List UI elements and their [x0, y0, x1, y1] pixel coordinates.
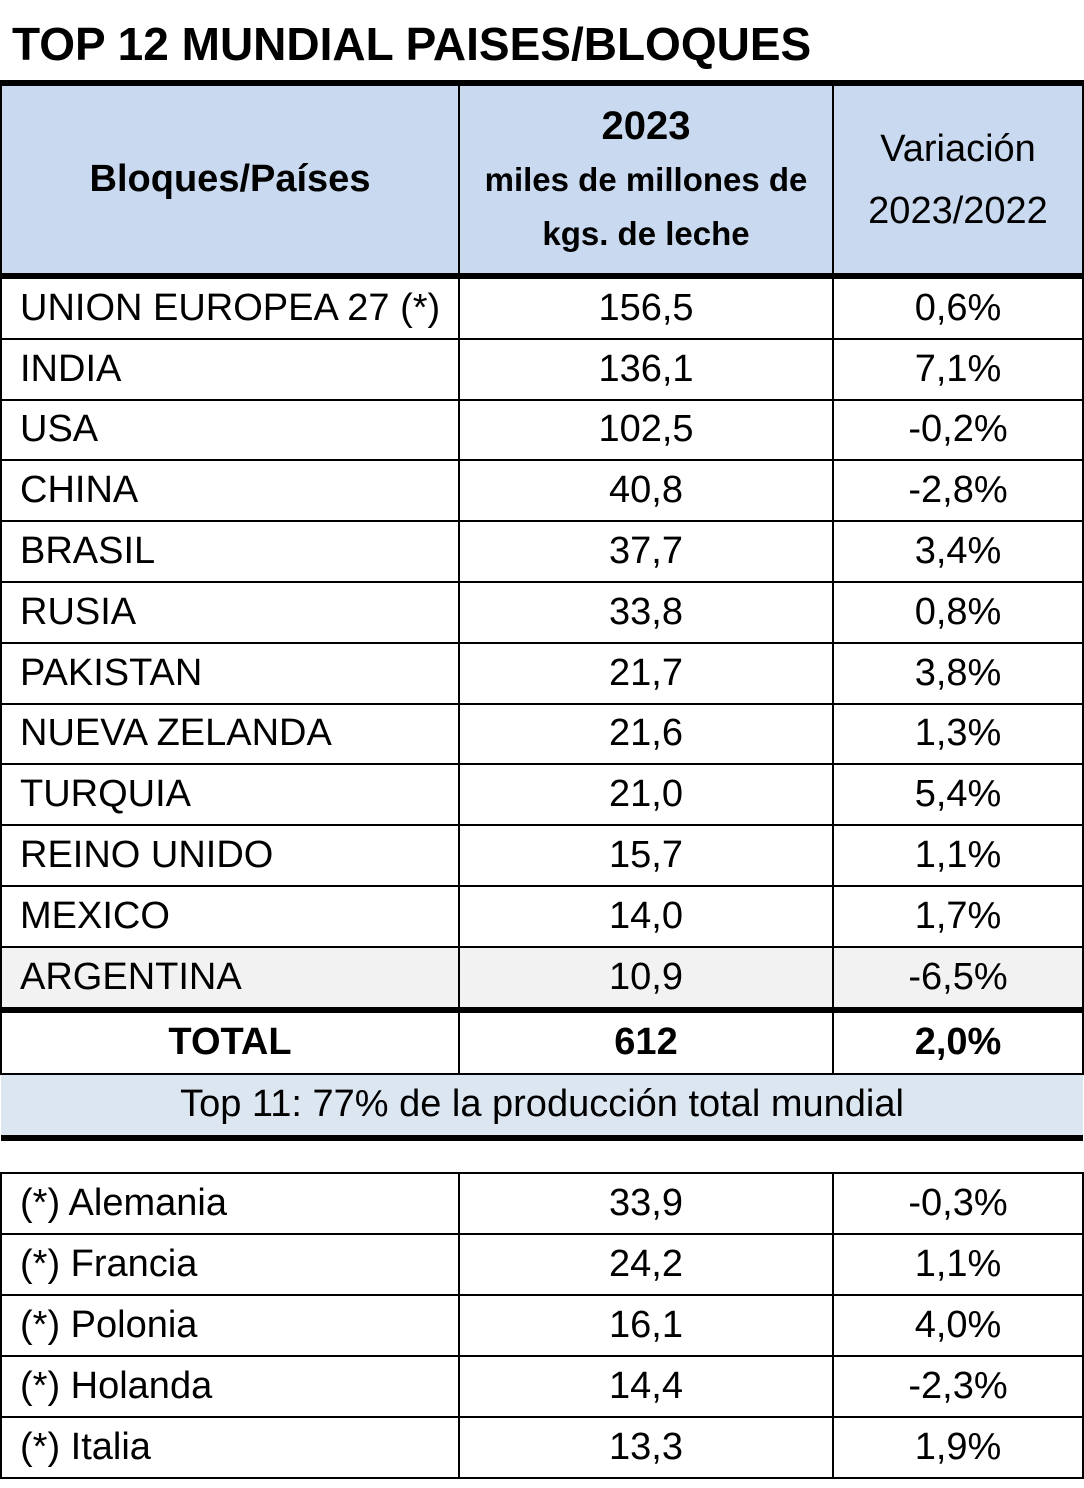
variation-value: 1,1%	[832, 824, 1084, 887]
total-row: TOTAL 612 2,0%	[0, 1006, 1084, 1075]
production-value: 33,9	[458, 1172, 834, 1235]
table-row: (*) Italia 13,3 1,9%	[0, 1416, 1084, 1479]
table-row: CHINA 40,8 -2,8%	[0, 459, 1084, 523]
eu-country-name: (*) Francia	[0, 1233, 460, 1296]
variation-value: -0,2%	[832, 398, 1084, 462]
table-row: (*) Alemania 33,9 -0,3%	[0, 1172, 1084, 1235]
header-countries: Bloques/Países	[0, 80, 460, 279]
header-year: 2023	[601, 103, 691, 148]
variation-value: -0,3%	[832, 1172, 1084, 1235]
production-value: 10,9	[458, 945, 834, 1013]
production-value: 14,4	[458, 1355, 834, 1418]
table-row: (*) Francia 24,2 1,1%	[0, 1233, 1084, 1296]
eu-country-name: (*) Holanda	[0, 1355, 460, 1418]
page-title: TOP 12 MUNDIAL PAISES/BLOQUES	[12, 18, 812, 70]
variation-value: 1,7%	[832, 884, 1084, 948]
country-name: BRASIL	[0, 520, 460, 583]
country-name: PAKISTAN	[0, 641, 460, 705]
production-value: 156,5	[458, 275, 834, 340]
eu-country-name: (*) Alemania	[0, 1172, 460, 1235]
production-value: 102,5	[458, 398, 834, 462]
total-label: TOTAL	[0, 1006, 460, 1075]
variation-value: 1,9%	[832, 1416, 1084, 1479]
eu-country-name: (*) Polonia	[0, 1294, 460, 1357]
country-name: CHINA	[0, 459, 460, 523]
table-header-row: Bloques/Países 2023 miles de millones de…	[0, 80, 1084, 279]
eu-country-name: (*) Italia	[0, 1416, 460, 1479]
table-row: RUSIA 33,8 0,8%	[0, 580, 1084, 644]
header-variation-line2: 2023/2022	[868, 189, 1048, 232]
country-name: UNION EUROPEA 27 (*)	[0, 275, 460, 340]
country-name: USA	[0, 398, 460, 462]
table-row: PAKISTAN 21,7 3,8%	[0, 641, 1084, 705]
total-value: 612	[458, 1006, 834, 1075]
header-unit-line2: kgs. de leche	[542, 214, 750, 252]
production-value: 24,2	[458, 1233, 834, 1296]
table-row: BRASIL 37,7 3,4%	[0, 520, 1084, 583]
variation-value: -6,5%	[832, 945, 1084, 1013]
table-row: (*) Holanda 14,4 -2,3%	[0, 1355, 1084, 1418]
country-name: MEXICO	[0, 884, 460, 948]
table-row: TURQUIA 21,0 5,4%	[0, 763, 1084, 827]
table-row-highlighted: ARGENTINA 10,9 -6,5%	[0, 945, 1084, 1013]
production-value: 40,8	[458, 459, 834, 523]
table-row: NUEVA ZELANDA 21,6 1,3%	[0, 702, 1084, 766]
production-value: 13,3	[458, 1416, 834, 1479]
production-value: 21,6	[458, 702, 834, 766]
variation-value: 4,0%	[832, 1294, 1084, 1357]
production-value: 21,0	[458, 763, 834, 827]
country-name: INDIA	[0, 337, 460, 401]
production-table: Bloques/Países 2023 miles de millones de…	[0, 80, 1084, 1141]
variation-value: 0,6%	[832, 275, 1084, 340]
country-name: RUSIA	[0, 580, 460, 644]
variation-value: 3,4%	[832, 520, 1084, 583]
share-note: Top 11: 77% de la producción total mundi…	[1, 1072, 1083, 1141]
country-name: NUEVA ZELANDA	[0, 702, 460, 766]
production-value: 15,7	[458, 824, 834, 887]
variation-value: 0,8%	[832, 580, 1084, 644]
variation-value: 5,4%	[832, 763, 1084, 827]
country-name: REINO UNIDO	[0, 824, 460, 887]
country-name: ARGENTINA	[0, 945, 460, 1013]
production-value: 33,8	[458, 580, 834, 644]
variation-value: 1,1%	[832, 1233, 1084, 1296]
header-unit-line1: miles de millones de	[484, 160, 808, 198]
production-value: 21,7	[458, 641, 834, 705]
eu-breakdown-table: (*) Alemania 33,9 -0,3% (*) Francia 24,2…	[0, 1172, 1084, 1479]
variation-value: -2,3%	[832, 1355, 1084, 1418]
table-row: REINO UNIDO 15,7 1,1%	[0, 824, 1084, 887]
header-production: 2023 miles de millones de kgs. de leche	[458, 80, 834, 279]
production-value: 37,7	[458, 520, 834, 583]
total-variation: 2,0%	[832, 1006, 1084, 1075]
table-row: MEXICO 14,0 1,7%	[0, 884, 1084, 948]
table-row: INDIA 136,1 7,1%	[0, 337, 1084, 401]
production-value: 14,0	[458, 884, 834, 948]
country-name: TURQUIA	[0, 763, 460, 827]
variation-value: -2,8%	[832, 459, 1084, 523]
production-value: 136,1	[458, 337, 834, 401]
table-row: (*) Polonia 16,1 4,0%	[0, 1294, 1084, 1357]
header-variation-line1: Variación	[880, 127, 1036, 170]
variation-value: 1,3%	[832, 702, 1084, 766]
header-variation: Variación 2023/2022	[832, 80, 1084, 279]
table-row: UNION EUROPEA 27 (*) 156,5 0,6%	[0, 275, 1084, 340]
production-value: 16,1	[458, 1294, 834, 1357]
table-row: USA 102,5 -0,2%	[0, 398, 1084, 462]
variation-value: 7,1%	[832, 337, 1084, 401]
variation-value: 3,8%	[832, 641, 1084, 705]
note-row: Top 11: 77% de la producción total mundi…	[1, 1072, 1083, 1141]
